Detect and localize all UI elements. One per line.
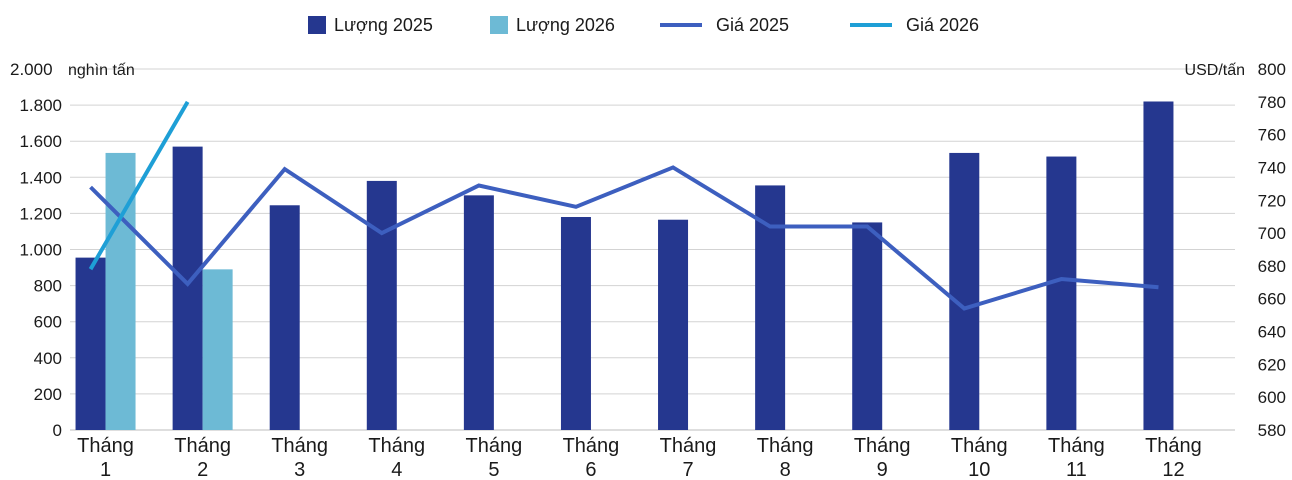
category-label-line1: Tháng xyxy=(174,435,231,457)
bar-luong-2025 xyxy=(1046,156,1077,431)
bar-luong-2025 xyxy=(75,257,106,430)
category-label-line2: 1 xyxy=(100,459,111,480)
legend-swatch xyxy=(308,16,326,34)
left-tick-label: 1.200 xyxy=(19,204,62,223)
category-label-line1: Tháng xyxy=(854,435,911,457)
bar-luong-2025 xyxy=(852,222,883,430)
line-gia-2025 xyxy=(89,165,1159,311)
bar-luong-2025 xyxy=(172,146,203,431)
left-tick-label: 1.600 xyxy=(19,132,62,151)
bar-luong-2026 xyxy=(105,152,136,430)
category-label-line2: 3 xyxy=(294,459,305,480)
right-tick-label: 620 xyxy=(1258,355,1286,374)
bar-luong-2025 xyxy=(949,152,980,430)
left-axis-unit: nghìn tấn xyxy=(68,62,135,79)
bar-luong-2025 xyxy=(1143,101,1174,431)
left-tick-label: 200 xyxy=(34,385,62,404)
category-label-line1: Tháng xyxy=(1048,435,1105,457)
category-label-line2: 9 xyxy=(877,459,888,480)
category-label-line2: 7 xyxy=(682,459,693,480)
category-label-line1: Tháng xyxy=(368,435,425,457)
legend-label: Lượng 2026 xyxy=(516,15,615,35)
bar-luong-2025 xyxy=(269,205,300,430)
left-tick-label: 2.000 xyxy=(10,60,53,79)
category-label-line1: Tháng xyxy=(951,435,1008,457)
right-tick-label: 580 xyxy=(1258,421,1286,440)
category-label-line1: Tháng xyxy=(660,435,717,457)
right-tick-label: 800 xyxy=(1258,60,1286,79)
category-label-line2: 2 xyxy=(197,459,208,480)
right-axis-unit: USD/tấn xyxy=(1185,62,1245,79)
right-tick-label: 600 xyxy=(1258,388,1286,407)
category-label-line2: 12 xyxy=(1162,459,1184,480)
left-tick-label: 1.400 xyxy=(19,168,62,187)
category-label-line1: Tháng xyxy=(77,435,134,457)
bar-luong-2025 xyxy=(560,217,591,430)
category-label-line2: 5 xyxy=(488,459,499,480)
left-tick-label: 1.000 xyxy=(19,241,62,260)
bar-luong-2026 xyxy=(202,269,233,430)
bar-luong-2025 xyxy=(658,219,689,430)
legend-label: Lượng 2025 xyxy=(334,15,433,35)
left-tick-label: 1.800 xyxy=(19,96,62,115)
category-label-line2: 4 xyxy=(391,459,402,480)
right-tick-label: 640 xyxy=(1258,323,1286,342)
right-tick-label: 680 xyxy=(1258,257,1286,276)
category-label-line2: 6 xyxy=(585,459,596,480)
legend-label: Giá 2026 xyxy=(906,15,979,35)
right-tick-label: 760 xyxy=(1258,126,1286,145)
category-label-line1: Tháng xyxy=(1145,435,1202,457)
left-tick-label: 600 xyxy=(34,313,62,332)
legend-label: Giá 2025 xyxy=(716,15,789,35)
bar-luong-2025 xyxy=(366,180,397,430)
right-tick-label: 660 xyxy=(1258,290,1286,309)
category-label-line2: 11 xyxy=(1066,459,1087,480)
right-tick-label: 700 xyxy=(1258,224,1286,243)
right-tick-label: 720 xyxy=(1258,191,1286,210)
legend-swatch xyxy=(490,16,508,34)
category-label-line1: Tháng xyxy=(271,435,328,457)
category-label-line2: 10 xyxy=(968,459,990,480)
category-label-line1: Tháng xyxy=(757,435,814,457)
left-tick-label: 800 xyxy=(34,277,62,296)
left-tick-label: 400 xyxy=(34,349,62,368)
bar-luong-2025 xyxy=(463,195,494,430)
category-label-line2: 8 xyxy=(780,459,791,480)
left-tick-label: 0 xyxy=(53,421,62,440)
line-gia-2026 xyxy=(88,100,190,271)
category-label-line1: Tháng xyxy=(563,435,620,457)
category-label-line1: Tháng xyxy=(466,435,523,457)
right-tick-label: 740 xyxy=(1258,158,1286,177)
right-tick-label: 780 xyxy=(1258,93,1286,112)
